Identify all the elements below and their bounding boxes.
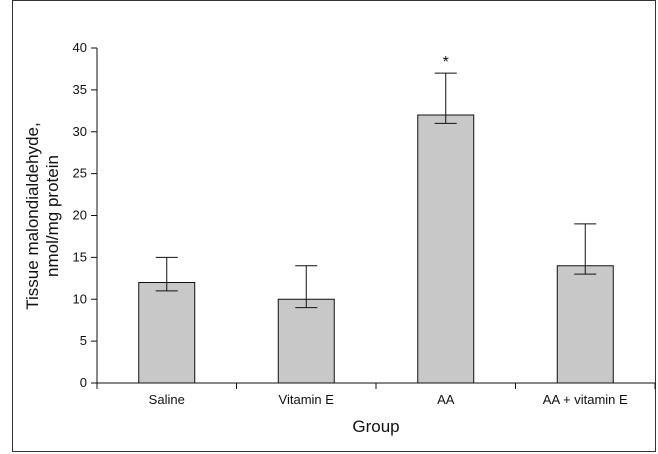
bar-saline [138, 282, 196, 384]
y-axis-title-line2: nmol/mg protein [43, 155, 62, 277]
y-tick-label: 5 [80, 333, 87, 348]
x-tick-label: Saline [149, 392, 185, 407]
y-tick-label: 25 [73, 166, 87, 181]
y-tick-label: 20 [73, 208, 87, 223]
y-tick-label: 35 [73, 82, 87, 97]
x-axis-title: Group [352, 417, 399, 436]
y-axis-title-line1: Tissue malondialdehyde, [23, 122, 42, 309]
labels-group: 0 5 10 15 20 25 30 35 40 Saline Vitamin E * AA AA + v… [73, 40, 628, 407]
x-tick-label: Vitamin E [279, 392, 335, 407]
x-tick-label: AA + vitamin E [543, 392, 628, 407]
bar-aa [417, 114, 475, 384]
y-tick-label: 10 [73, 291, 87, 306]
y-tick-label: 30 [73, 124, 87, 139]
y-tick-label: 0 [80, 375, 87, 390]
significance-marker: * [443, 54, 449, 71]
y-tick-label: 40 [73, 40, 87, 55]
bars-group [138, 72, 614, 384]
y-tick-label: 15 [73, 249, 87, 264]
x-tick-label: AA [437, 392, 455, 407]
bar-aa-vitamin-e [556, 265, 614, 384]
bar-vitamin-e [277, 298, 335, 384]
